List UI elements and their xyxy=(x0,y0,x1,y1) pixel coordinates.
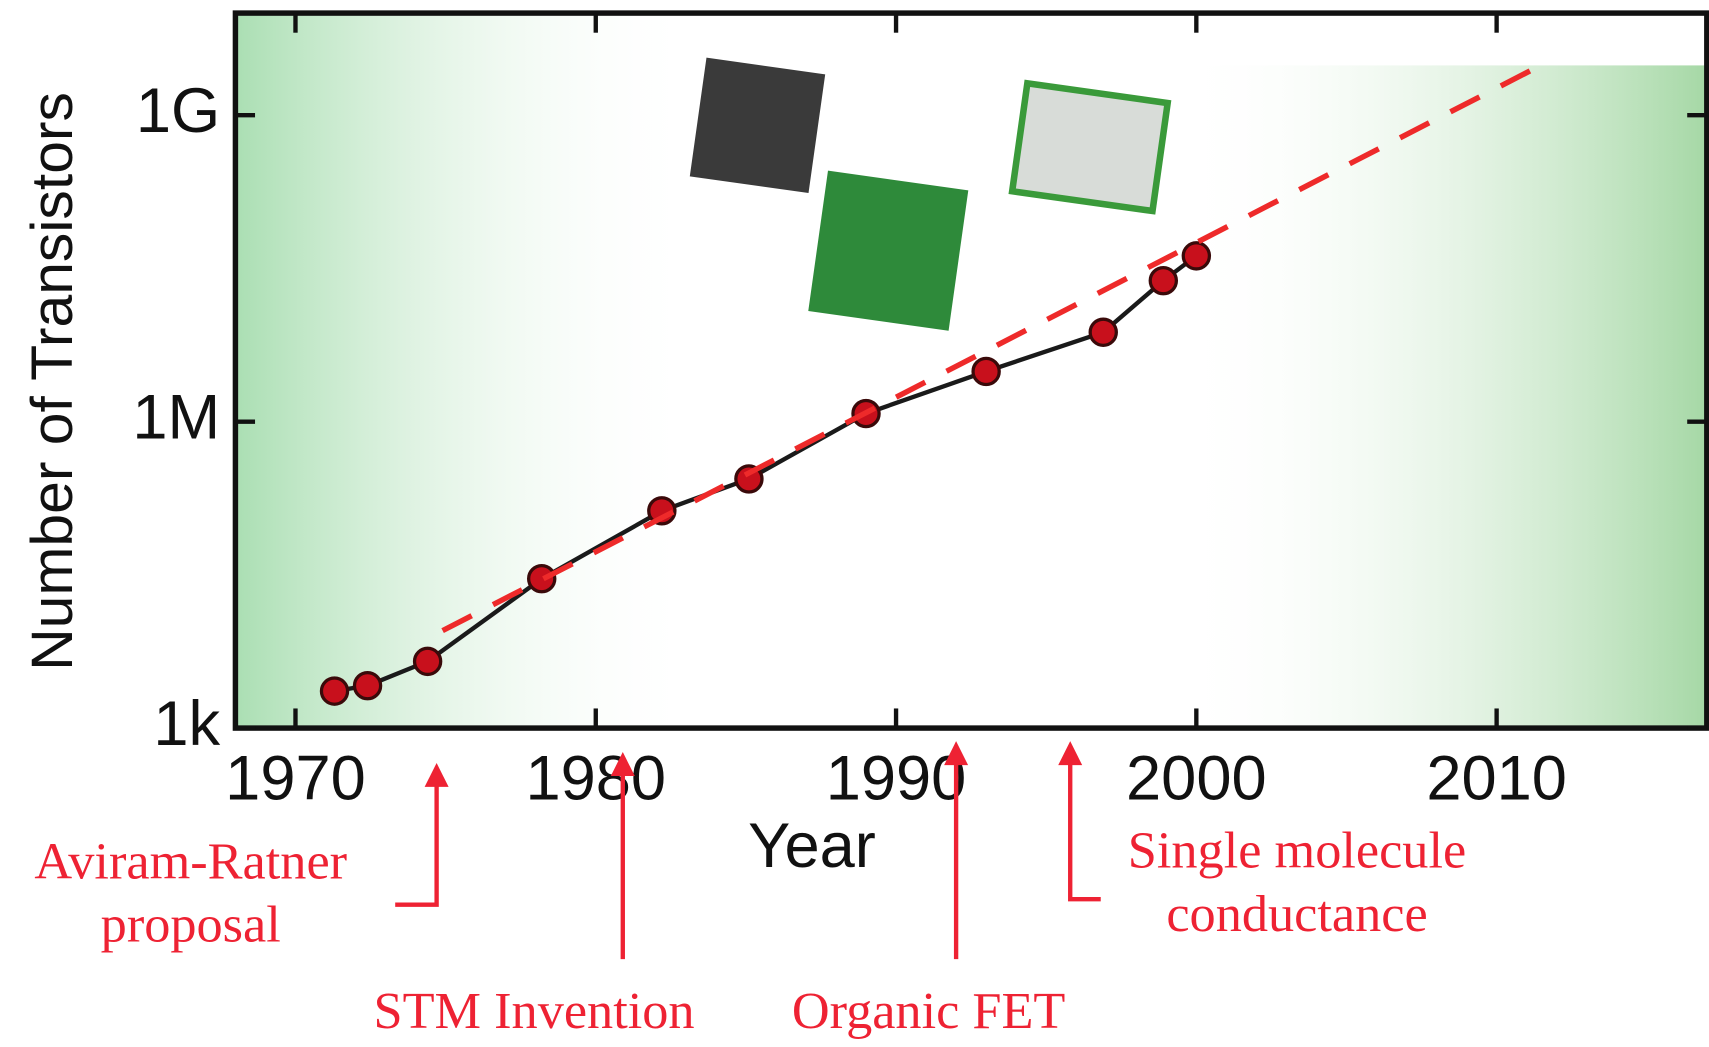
annotation-text: conductance xyxy=(1166,885,1427,943)
chip-image xyxy=(1008,79,1172,215)
annotation-text: Organic FET xyxy=(792,982,1066,1040)
x-tick-label: 1970 xyxy=(225,743,366,813)
data-point xyxy=(971,356,1001,387)
x-tick-label: 1980 xyxy=(525,743,666,813)
annotation-arrow xyxy=(1068,760,1101,902)
annotation-arrowhead xyxy=(1058,741,1083,766)
annotation-text: STM Invention xyxy=(374,982,695,1040)
annotation-arrow xyxy=(395,782,439,907)
data-point xyxy=(412,646,443,677)
chip-image xyxy=(808,170,969,331)
annotation-arrowhead xyxy=(944,741,969,766)
y-axis-label: Number of Transistors xyxy=(20,92,85,671)
data-point xyxy=(352,670,383,701)
background-art xyxy=(237,15,696,726)
annotation-text: Aviram-Ratner xyxy=(34,832,347,890)
data-point xyxy=(1088,317,1118,347)
data-point xyxy=(1148,265,1179,296)
trend-line xyxy=(441,67,1534,634)
x-axis-label: Year xyxy=(748,811,876,881)
x-tick-label: 2010 xyxy=(1426,743,1567,813)
annotation-arrowhead xyxy=(610,752,635,777)
annotation-text: proposal xyxy=(101,896,281,954)
background-art xyxy=(1177,65,1707,726)
x-tick-label: 1990 xyxy=(826,743,967,813)
data-point xyxy=(319,676,350,706)
data-point xyxy=(527,563,557,594)
y-tick-label: 1G xyxy=(136,76,220,146)
chip-image xyxy=(689,57,826,194)
data-point xyxy=(1181,241,1212,271)
y-tick-label: 1k xyxy=(153,689,220,759)
y-tick-label: 1M xyxy=(132,382,220,452)
plot-frame xyxy=(232,10,1709,731)
annotation-arrowhead xyxy=(424,762,449,787)
annotation-text: Single molecule xyxy=(1128,822,1466,880)
x-tick-label: 2000 xyxy=(1126,743,1267,813)
